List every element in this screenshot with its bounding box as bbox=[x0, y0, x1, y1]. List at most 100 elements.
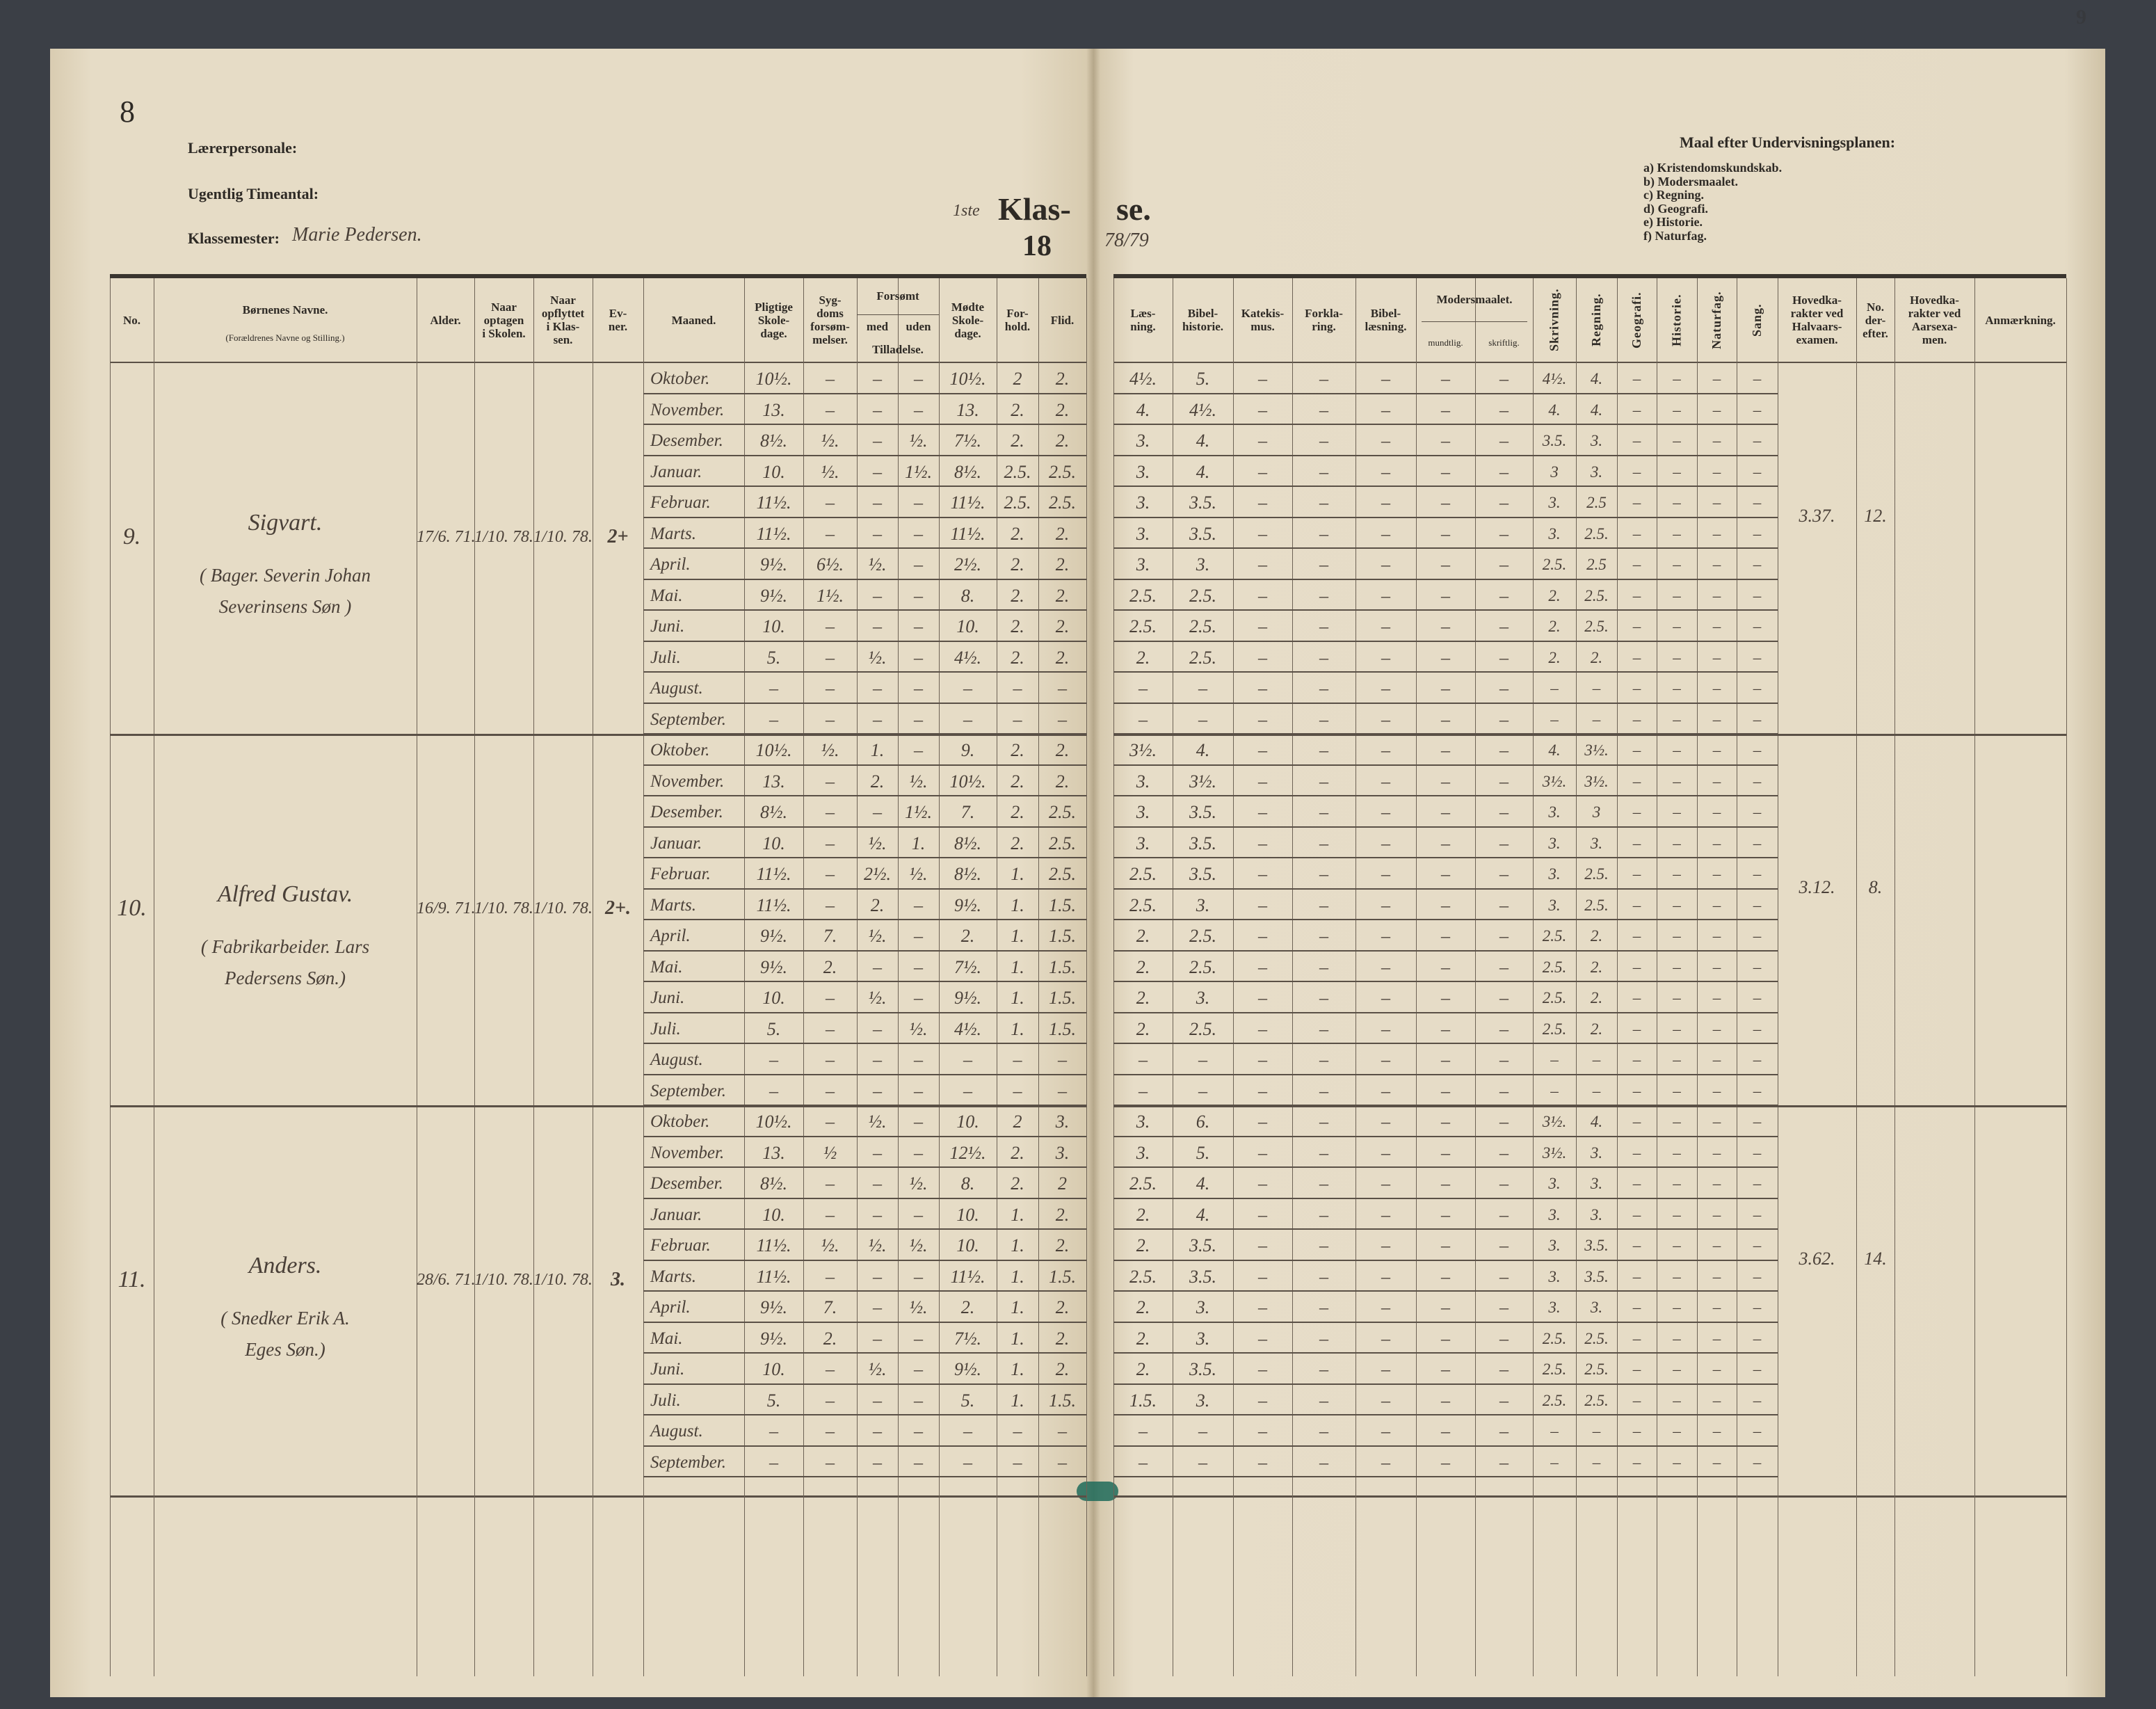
row-rule bbox=[643, 1321, 1086, 1323]
header-catechism: Katekis- mus. bbox=[1241, 307, 1285, 333]
column-divider bbox=[1086, 278, 1087, 1676]
cell-diligence: 2.5. bbox=[1049, 833, 1076, 853]
cell-history: – bbox=[1673, 1299, 1681, 1316]
cell-geography: – bbox=[1632, 1267, 1641, 1285]
cell-month: April. bbox=[650, 1298, 691, 1317]
cell-reading: 2.5. bbox=[1129, 864, 1157, 884]
header-diligence: Flid. bbox=[1050, 313, 1075, 327]
cell-arithmetic: 4. bbox=[1590, 370, 1603, 387]
cell-explanation: – bbox=[1319, 1328, 1328, 1349]
cell-geography: – bbox=[1632, 958, 1641, 976]
student-ability: 2+ bbox=[607, 526, 629, 547]
cell-explanation: – bbox=[1319, 1018, 1328, 1039]
cell-written: – bbox=[1499, 771, 1509, 792]
cell-bible-history: – bbox=[1198, 1421, 1207, 1441]
cell-science: – bbox=[1712, 556, 1721, 573]
cell-oral: – bbox=[1441, 988, 1450, 1008]
cell-bible-history: 3.5. bbox=[1189, 1359, 1216, 1379]
cell-science: – bbox=[1712, 463, 1721, 481]
cell-required-days: 13. bbox=[762, 399, 785, 420]
cell-singing: – bbox=[1753, 494, 1762, 511]
student-age: 16/9. 71. bbox=[417, 899, 476, 917]
cell-bible-history: 2.5. bbox=[1189, 926, 1216, 946]
cell-science: – bbox=[1712, 1422, 1721, 1440]
cell-bible-reading: – bbox=[1381, 802, 1390, 822]
rank: 12. bbox=[1864, 506, 1887, 526]
row-rule bbox=[1113, 640, 1778, 642]
cell-singing: – bbox=[1753, 1113, 1762, 1130]
cell-geography: – bbox=[1632, 1361, 1641, 1378]
cell-written: – bbox=[1499, 492, 1509, 513]
cell-month: Desember. bbox=[650, 1174, 723, 1193]
cell-explanation: – bbox=[1319, 647, 1328, 668]
cell-history: – bbox=[1673, 618, 1681, 635]
cell-attended-days: 8½. bbox=[954, 864, 981, 884]
cell-absent-without: ½. bbox=[909, 1235, 928, 1255]
cell-catechism: – bbox=[1258, 833, 1267, 853]
row-rule bbox=[643, 764, 1086, 766]
cell-reading: 4½. bbox=[1129, 369, 1157, 389]
row-rule bbox=[1113, 1290, 1778, 1292]
cell-written: – bbox=[1499, 1173, 1509, 1194]
cell-explanation: – bbox=[1319, 1173, 1328, 1194]
cell-month: Januar. bbox=[650, 462, 702, 481]
cell-month: Januar. bbox=[650, 833, 702, 853]
cell-month: Mai. bbox=[650, 957, 683, 977]
cell-science: – bbox=[1712, 401, 1721, 419]
cell-written: – bbox=[1499, 461, 1509, 482]
cell-month: Oktober. bbox=[650, 1112, 710, 1131]
cell-geography: – bbox=[1632, 463, 1641, 481]
cell-oral: – bbox=[1441, 1390, 1450, 1411]
cell-absent-with: – bbox=[873, 1328, 882, 1349]
cell-arithmetic: – bbox=[1592, 1082, 1601, 1100]
cell-required-days: 8½. bbox=[760, 431, 787, 451]
school-year: 78/79 bbox=[1104, 230, 1149, 251]
cell-absent-with: – bbox=[873, 1204, 882, 1225]
cell-oral: – bbox=[1441, 1328, 1450, 1349]
cell-bible-reading: – bbox=[1381, 1080, 1390, 1101]
header-half-year-grade: Hovedka- rakter ved Halvaars- examen. bbox=[1790, 294, 1844, 346]
cell-history: – bbox=[1673, 586, 1681, 604]
cell-sick-absence: 2. bbox=[823, 1328, 837, 1349]
cell-catechism: – bbox=[1258, 956, 1267, 977]
cell-absent-with: – bbox=[873, 1142, 882, 1163]
row-rule bbox=[643, 1011, 1086, 1013]
cell-attended-days: 7½. bbox=[954, 1328, 981, 1349]
cell-history: – bbox=[1673, 680, 1681, 697]
cell-absent-with: ½. bbox=[868, 833, 887, 853]
cell-history: – bbox=[1673, 1391, 1681, 1409]
cell-oral: – bbox=[1441, 1421, 1450, 1441]
cell-catechism: – bbox=[1258, 1421, 1267, 1441]
cell-reading: 2. bbox=[1136, 1297, 1150, 1317]
row-rule bbox=[1113, 1228, 1778, 1230]
cell-arithmetic: 2.5. bbox=[1584, 1391, 1609, 1409]
column-divider bbox=[1576, 278, 1577, 1676]
cell-required-days: 13. bbox=[762, 771, 785, 792]
cell-diligence: 2.5. bbox=[1049, 864, 1076, 884]
cell-oral: – bbox=[1441, 740, 1450, 760]
cell-conduct: 1. bbox=[1011, 988, 1024, 1008]
cell-writing: 3½. bbox=[1542, 1144, 1567, 1162]
cell-diligence: 3. bbox=[1055, 1112, 1070, 1132]
cell-conduct: 1. bbox=[1011, 1235, 1024, 1255]
cell-bible-history: 4½. bbox=[1189, 399, 1216, 420]
cell-catechism: – bbox=[1258, 1173, 1267, 1194]
cell-conduct: – bbox=[1013, 1050, 1022, 1070]
cell-geography: – bbox=[1632, 1020, 1641, 1038]
cell-singing: – bbox=[1753, 989, 1762, 1006]
cell-reading: 2.5. bbox=[1129, 1173, 1157, 1194]
cell-month: August. bbox=[650, 679, 703, 698]
cell-science: – bbox=[1712, 1020, 1721, 1038]
cell-bible-history: – bbox=[1198, 678, 1207, 698]
cell-month: Januar. bbox=[650, 1205, 702, 1224]
header-bible-reading: Bibel- læsning. bbox=[1365, 307, 1407, 333]
cell-absent-with: ½. bbox=[868, 647, 887, 668]
cell-month: November. bbox=[650, 1143, 725, 1162]
cell-month: September. bbox=[650, 1452, 726, 1472]
cell-history: – bbox=[1673, 989, 1681, 1006]
cell-month: Oktober. bbox=[650, 741, 710, 760]
cell-absent-without: – bbox=[914, 585, 923, 606]
cell-explanation: – bbox=[1319, 492, 1328, 513]
cell-history: – bbox=[1673, 1205, 1681, 1223]
row-rule bbox=[1113, 454, 1778, 456]
